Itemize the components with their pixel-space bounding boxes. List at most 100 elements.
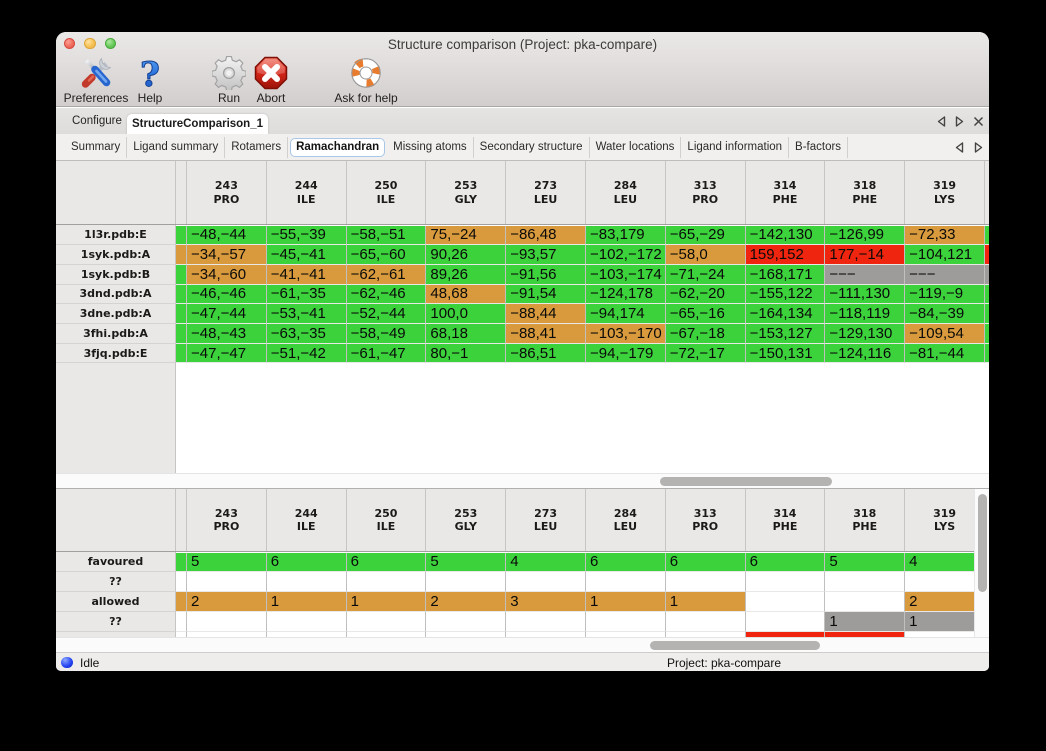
column-header-253[interactable]: 253 GLY	[426, 161, 507, 224]
cell[interactable]: −86,51	[506, 343, 586, 364]
row-label[interactable]: ??	[56, 612, 176, 632]
column-header-253[interactable]: 253 GLY	[426, 489, 507, 551]
cell[interactable]: 1	[585, 592, 666, 612]
cell[interactable]	[745, 592, 826, 612]
cell[interactable]: −72,−17	[665, 343, 746, 364]
cell[interactable]: 6	[346, 552, 427, 573]
structures-hscrollbar-thumb[interactable]	[660, 476, 832, 486]
cell[interactable]: 1	[905, 612, 974, 632]
cell[interactable]: −58,−49	[346, 324, 427, 344]
cell[interactable]: −62,−61	[346, 264, 427, 285]
cell[interactable]: −34,−57	[187, 245, 267, 265]
column-header-273[interactable]: 273 LEU	[506, 161, 586, 224]
cell[interactable]: 2	[905, 592, 974, 612]
cell[interactable]: 48,68	[426, 284, 507, 305]
cell[interactable]	[187, 612, 267, 632]
cell[interactable]: −84,−39	[905, 304, 985, 324]
cell[interactable]	[426, 612, 507, 632]
cell[interactable]: 75,−24	[426, 225, 507, 246]
cell[interactable]: 6	[745, 552, 826, 573]
cell[interactable]: −124,116	[825, 343, 906, 364]
cell[interactable]: −93,57	[506, 245, 586, 265]
cell[interactable]	[266, 572, 347, 593]
cell[interactable]: 3	[506, 592, 586, 612]
cell[interactable]: 90,26	[426, 245, 507, 265]
cell[interactable]: 4	[905, 552, 974, 573]
cell[interactable]: −124,178	[585, 284, 666, 305]
cell[interactable]	[745, 612, 826, 632]
column-header-284[interactable]: 284 LEU	[586, 489, 666, 551]
abort-button[interactable]: Abort	[246, 56, 296, 105]
column-header-314[interactable]: 314 PHE	[746, 489, 826, 551]
cell[interactable]: −52,−44	[346, 304, 427, 324]
row-label[interactable]: allowed	[56, 592, 176, 612]
cell[interactable]: 1	[665, 592, 746, 612]
cell[interactable]: −88,41	[506, 324, 586, 344]
column-header-319[interactable]: 319 LYS	[905, 489, 974, 551]
subtab-b-factors[interactable]: B-factors	[789, 136, 849, 158]
subtab-missing-atoms[interactable]: Missing atoms	[387, 136, 474, 158]
cell[interactable]: 2	[426, 592, 507, 612]
cell[interactable]	[346, 572, 427, 593]
subtab-scroll-left-icon[interactable]	[955, 138, 964, 157]
column-header-313[interactable]: 313 PRO	[666, 161, 746, 224]
cell[interactable]	[665, 612, 746, 632]
tab-scroll-left-icon[interactable]	[937, 115, 946, 127]
cell[interactable]: 6	[665, 552, 746, 573]
row-label[interactable]: 1l3r.pdb:E	[56, 225, 176, 246]
cell[interactable]: −86,48	[506, 225, 586, 246]
cell[interactable]: 5	[426, 552, 507, 573]
cell[interactable]: −61,−35	[266, 284, 347, 305]
cell[interactable]: −103,−174	[585, 264, 666, 285]
cell[interactable]: 68,18	[426, 324, 507, 344]
tab-configure[interactable]: Configure	[72, 115, 122, 127]
cell[interactable]: −47,−44	[187, 304, 267, 324]
cell[interactable]: −53,−41	[266, 304, 347, 324]
cell[interactable]: −168,171	[745, 264, 826, 285]
column-header-273[interactable]: 273 LEU	[506, 489, 586, 551]
cell[interactable]: −83,179	[585, 225, 666, 246]
cell[interactable]: −62,−20	[665, 284, 746, 305]
subtab-summary[interactable]: Summary	[65, 136, 128, 158]
subtab-secondary-structure[interactable]: Secondary structure	[474, 136, 590, 158]
column-header-244[interactable]: 244 ILE	[267, 489, 347, 551]
column-header-313[interactable]: 313 PRO	[666, 489, 746, 551]
column-header-318[interactable]: 318 PHE	[825, 161, 906, 224]
cell[interactable]: −126,99	[825, 225, 906, 246]
cell[interactable]	[905, 572, 974, 593]
cell[interactable]: −129,130	[825, 324, 906, 344]
cell[interactable]: 159,152	[745, 245, 826, 265]
cell[interactable]: −58,−51	[346, 225, 427, 246]
column-header-250[interactable]: 250 ILE	[347, 161, 427, 224]
cell[interactable]: −65,−60	[346, 245, 427, 265]
cell[interactable]: −111,130	[825, 284, 906, 305]
tab-close-icon[interactable]	[973, 116, 984, 127]
cell[interactable]: 1	[825, 612, 906, 632]
column-header-314[interactable]: 314 PHE	[746, 161, 826, 224]
cell[interactable]: −55,−39	[266, 225, 347, 246]
subtab-ramachandran[interactable]: Ramachandran	[290, 137, 386, 157]
cell[interactable]	[506, 612, 586, 632]
cell[interactable]: −91,56	[506, 264, 586, 285]
cell[interactable]: −61,−47	[346, 343, 427, 364]
cell[interactable]: 5	[187, 552, 267, 573]
summary-vscrollbar-thumb[interactable]	[978, 494, 987, 592]
subtab-ligand-information[interactable]: Ligand information	[681, 136, 790, 158]
cell[interactable]: −71,−24	[665, 264, 746, 285]
row-label[interactable]: ??	[56, 572, 176, 593]
cell[interactable]: −34,−60	[187, 264, 267, 285]
row-label[interactable]: 3fjq.pdb:E	[56, 343, 176, 364]
cell[interactable]: −88,44	[506, 304, 586, 324]
cell[interactable]: 100,0	[426, 304, 507, 324]
cell[interactable]: −47,−47	[187, 343, 267, 364]
run-button[interactable]: Run	[208, 55, 250, 105]
column-header-250[interactable]: 250 ILE	[347, 489, 427, 551]
cell[interactable]: −118,119	[825, 304, 906, 324]
cell[interactable]	[585, 612, 666, 632]
cell[interactable]: −102,−172	[585, 245, 666, 265]
cell[interactable]	[825, 572, 906, 593]
cell[interactable]	[745, 572, 826, 593]
cell[interactable]: 6	[585, 552, 666, 573]
cell[interactable]: −48,−44	[187, 225, 267, 246]
cell[interactable]: 1	[266, 592, 347, 612]
